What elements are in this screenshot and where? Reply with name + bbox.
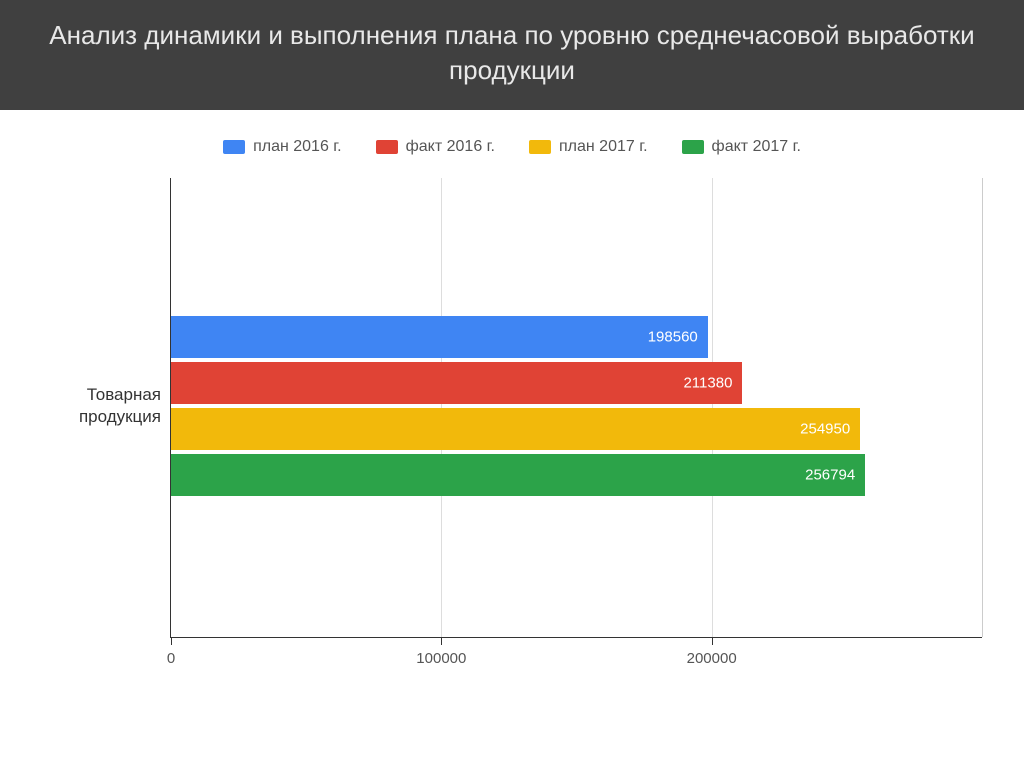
chart-container: план 2016 г. факт 2016 г. план 2017 г. ф… xyxy=(0,110,1024,678)
legend-swatch xyxy=(223,140,245,154)
legend-item: факт 2016 г. xyxy=(376,138,495,156)
legend-label: план 2016 г. xyxy=(253,138,342,156)
legend-item: план 2017 г. xyxy=(529,138,648,156)
bar-value-label: 211380 xyxy=(683,374,732,391)
x-tick xyxy=(441,637,442,645)
bar: 198560 xyxy=(171,316,708,358)
bar-value-label: 198560 xyxy=(648,328,698,345)
x-tick xyxy=(712,637,713,645)
legend-swatch xyxy=(529,140,551,154)
legend-item: план 2016 г. xyxy=(223,138,342,156)
bar: 211380 xyxy=(171,362,742,404)
bar: 254950 xyxy=(171,408,860,450)
legend-label: факт 2017 г. xyxy=(712,138,801,156)
legend-swatch xyxy=(376,140,398,154)
page-title: Анализ динамики и выполнения плана по ур… xyxy=(49,20,974,85)
legend-item: факт 2017 г. xyxy=(682,138,801,156)
y-category-label: Товарная продукция xyxy=(31,384,161,428)
bar-value-label: 254950 xyxy=(800,420,850,437)
x-tick-label: 200000 xyxy=(687,650,737,667)
x-tick-label: 0 xyxy=(167,650,175,667)
x-tick-label: 100000 xyxy=(416,650,466,667)
bar: 256794 xyxy=(171,454,865,496)
chart-plot: Товарная продукция 010000020000019856021… xyxy=(170,178,982,678)
y-category-label-text: Товарная продукция xyxy=(79,385,161,426)
legend-swatch xyxy=(682,140,704,154)
grid-line xyxy=(982,178,983,637)
x-tick xyxy=(171,637,172,645)
legend-label: факт 2016 г. xyxy=(406,138,495,156)
plot-area: Товарная продукция 010000020000019856021… xyxy=(170,178,982,638)
chart-legend: план 2016 г. факт 2016 г. план 2017 г. ф… xyxy=(30,138,994,156)
page-header: Анализ динамики и выполнения плана по ур… xyxy=(0,0,1024,110)
bar-value-label: 256794 xyxy=(805,466,855,483)
legend-label: план 2017 г. xyxy=(559,138,648,156)
